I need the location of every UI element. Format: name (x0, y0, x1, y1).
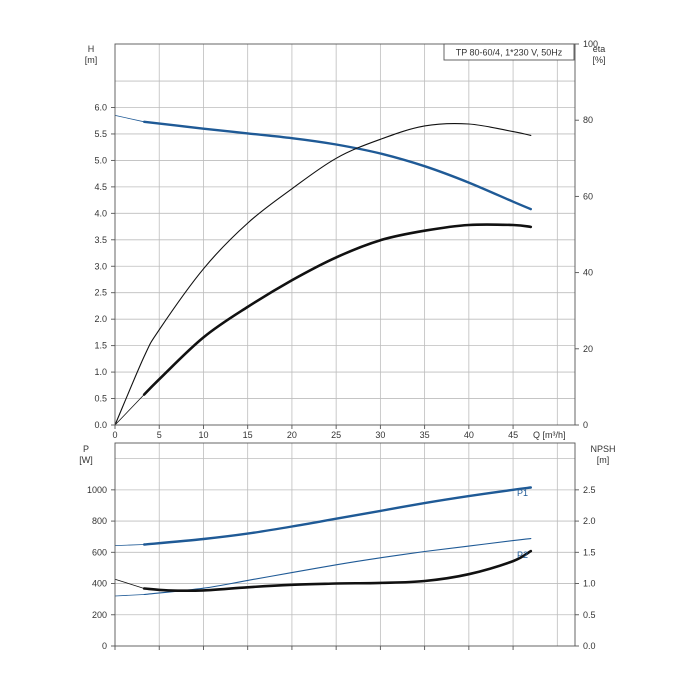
series-line-0-1 (114, 122, 532, 426)
top-left-axis-label: H (88, 44, 95, 54)
left-tick-label: 6.0 (94, 103, 107, 113)
top-left-axis-unit: [m] (85, 55, 98, 65)
series-line-0-0 (143, 120, 532, 211)
series-line-1-2 (142, 549, 533, 592)
series-extension-line (114, 578, 145, 589)
right-tick-label: 60 (583, 191, 593, 201)
x-tick-label: 5 (157, 430, 162, 440)
right-tick-label: 20 (583, 344, 593, 354)
left-tick-label: 2.5 (94, 288, 107, 298)
left-tick-label: 5.0 (94, 155, 107, 165)
right-tick-label: 80 (583, 115, 593, 125)
x-tick-label: 20 (287, 430, 297, 440)
x-tick-label: 30 (375, 430, 385, 440)
series-line-1-0 (143, 486, 532, 546)
x-tick-label: 35 (420, 430, 430, 440)
x-tick-label: 25 (331, 430, 341, 440)
left-tick-label: 200 (92, 610, 107, 620)
right-tick-label: 0.0 (583, 641, 596, 651)
left-tick-label: 3.0 (94, 261, 107, 271)
plot-frame (114, 43, 576, 426)
bottom-right-axis-label: NPSH (590, 444, 615, 454)
left-tick-label: 400 (92, 579, 107, 589)
series-extension-line (114, 115, 145, 123)
right-tick-label: 2.5 (583, 485, 596, 495)
right-tick-label: 1.0 (583, 579, 596, 589)
left-tick-label: 0 (102, 641, 107, 651)
left-tick-label: 800 (92, 516, 107, 526)
bottom-left-axis-label: P (83, 444, 89, 454)
series-extension-line (114, 544, 145, 546)
left-tick-label: 1.0 (94, 367, 107, 377)
series-line-0-2 (142, 223, 533, 396)
left-tick-label: 4.5 (94, 182, 107, 192)
right-tick-label: 100 (583, 39, 598, 49)
x-axis-label: Q [m³/h] (533, 430, 566, 440)
top-right-axis-label: eta (593, 44, 606, 54)
x-tick-label: 0 (112, 430, 117, 440)
plot-frame (114, 442, 576, 647)
top-right-axis-unit: [%] (592, 55, 605, 65)
x-tick-label: 45 (508, 430, 518, 440)
left-tick-label: 1000 (87, 485, 107, 495)
right-tick-label: 2.0 (583, 516, 596, 526)
left-tick-label: 3.5 (94, 235, 107, 245)
series-label-p1: P1 (517, 488, 528, 498)
bottom-left-axis-unit: [W] (79, 455, 93, 465)
x-tick-label: 10 (198, 430, 208, 440)
chart-title-box: TP 80-60/4, 1*230 V, 50Hz (443, 43, 575, 61)
right-tick-label: 0.5 (583, 610, 596, 620)
series-line-1-1 (143, 538, 532, 596)
x-tick-label: 15 (243, 430, 253, 440)
x-tick-label: 40 (464, 430, 474, 440)
left-tick-label: 5.5 (94, 129, 107, 139)
left-tick-label: 0.0 (94, 420, 107, 430)
series-extension-line (114, 594, 145, 597)
left-tick-label: 0.5 (94, 394, 107, 404)
left-tick-label: 4.0 (94, 208, 107, 218)
right-tick-label: 40 (583, 268, 593, 278)
left-tick-label: 2.0 (94, 314, 107, 324)
right-tick-label: 0 (583, 420, 588, 430)
chart-title: TP 80-60/4, 1*230 V, 50Hz (456, 48, 563, 58)
bottom-right-axis-unit: [m] (597, 455, 610, 465)
left-tick-label: 600 (92, 547, 107, 557)
left-tick-label: 1.5 (94, 341, 107, 351)
series-extension-line (114, 394, 145, 426)
right-tick-label: 1.5 (583, 547, 596, 557)
series-label-p2: P2 (517, 550, 528, 560)
